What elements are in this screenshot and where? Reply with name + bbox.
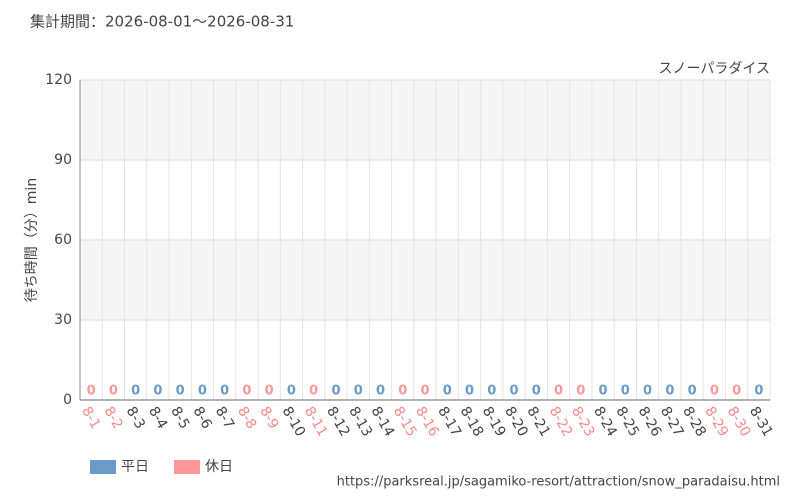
- data-label: 0: [621, 384, 630, 399]
- data-label: 0: [732, 384, 741, 399]
- chart-title: 集計期間：2026-08-01～2026-08-31: [30, 13, 294, 31]
- data-label: 0: [710, 384, 719, 399]
- legend-label: 平日: [121, 459, 149, 475]
- data-label: 0: [576, 384, 585, 399]
- data-label: 0: [599, 384, 608, 399]
- data-label: 0: [176, 384, 185, 399]
- data-label: 0: [376, 384, 385, 399]
- x-tick-label: 8-7: [212, 404, 237, 432]
- y-tick-label: 120: [45, 72, 72, 88]
- data-label: 0: [554, 384, 563, 399]
- data-label: 0: [532, 384, 541, 399]
- data-label: 0: [754, 384, 763, 399]
- legend-swatch: [174, 460, 200, 474]
- x-tick-label: 8-6: [189, 404, 214, 432]
- data-label: 0: [242, 384, 251, 399]
- data-label: 0: [354, 384, 363, 399]
- source-url: https://parksreal.jp/sagamiko-resort/att…: [337, 475, 780, 490]
- data-label: 0: [198, 384, 207, 399]
- x-tick-label: 8-2: [100, 404, 125, 432]
- data-label: 0: [688, 384, 697, 399]
- y-tick-label: 60: [54, 232, 72, 248]
- data-label: 0: [510, 384, 519, 399]
- data-label: 0: [465, 384, 474, 399]
- legend-swatch: [90, 460, 116, 474]
- data-label: 0: [109, 384, 118, 399]
- data-label: 0: [331, 384, 340, 399]
- x-tick-label: 8-31: [746, 404, 776, 440]
- x-tick-label: 8-8: [234, 404, 259, 432]
- data-label: 0: [265, 384, 274, 399]
- data-label: 0: [398, 384, 407, 399]
- data-label: 0: [443, 384, 452, 399]
- y-tick-label: 0: [63, 392, 72, 408]
- data-label: 0: [643, 384, 652, 399]
- x-tick-label: 8-5: [167, 404, 192, 432]
- data-label: 0: [309, 384, 318, 399]
- data-label: 0: [665, 384, 674, 399]
- x-tick-label: 8-1: [78, 404, 103, 432]
- data-label: 0: [420, 384, 429, 399]
- y-axis-label: 待ち時間（分）min: [24, 178, 40, 302]
- data-label: 0: [153, 384, 162, 399]
- x-tick-label: 8-9: [256, 404, 281, 432]
- data-label: 0: [487, 384, 496, 399]
- x-tick-label: 8-3: [123, 404, 148, 432]
- y-tick-label: 90: [54, 152, 72, 168]
- data-label: 0: [87, 384, 96, 399]
- y-tick-label: 30: [54, 312, 72, 328]
- data-label: 0: [220, 384, 229, 399]
- plot-band: [80, 80, 770, 160]
- x-tick-label: 8-4: [145, 404, 170, 432]
- chart-subtitle: スノーパラダイス: [659, 61, 770, 77]
- data-label: 0: [131, 384, 140, 399]
- plot-band: [80, 240, 770, 320]
- legend-label: 休日: [205, 459, 233, 475]
- data-label: 0: [287, 384, 296, 399]
